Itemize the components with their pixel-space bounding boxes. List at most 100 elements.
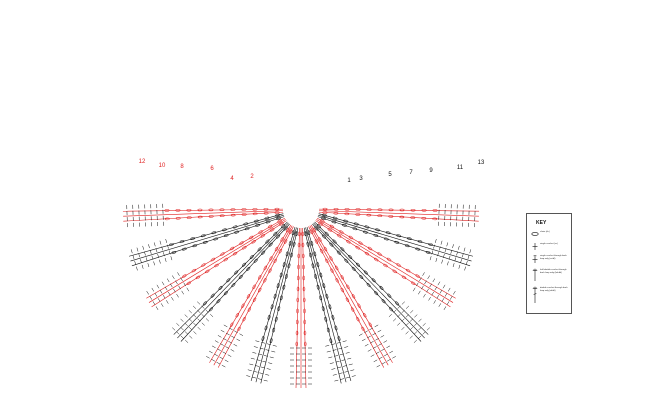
stitch-tick — [258, 353, 263, 356]
chain-stitch — [375, 228, 380, 232]
chain-stitch — [364, 225, 370, 229]
chain-stitch — [276, 234, 281, 239]
stitch-tick — [388, 313, 393, 318]
stitch-tick — [427, 275, 430, 280]
chain-stitch — [428, 243, 433, 246]
chain-stitch — [220, 252, 225, 256]
stitch-tick — [262, 360, 267, 363]
chain-stitch — [218, 286, 223, 290]
chain-stitch — [306, 241, 310, 247]
chain-stitch — [273, 293, 277, 299]
chain-stitch — [230, 208, 236, 211]
chain-stitch — [312, 227, 316, 233]
stitch-tick — [401, 309, 405, 314]
row-label-6: 6 — [210, 166, 214, 172]
hdc-back-loop-icon — [532, 268, 538, 281]
chain-stitch — [322, 211, 328, 214]
chain-stitch — [318, 222, 323, 226]
chain-stitch — [274, 316, 278, 322]
stitch-tick — [188, 310, 192, 314]
chain-stitch — [222, 228, 227, 232]
chain-stitch — [377, 252, 382, 256]
stitch-tick — [216, 361, 221, 365]
chain-stitch — [246, 266, 251, 271]
stitch-tick — [265, 349, 270, 351]
stitch-tick — [211, 359, 216, 362]
stitch-tick — [446, 242, 449, 247]
stitch-tick — [145, 257, 148, 262]
stitch-tick — [153, 242, 156, 247]
chain-stitch — [304, 231, 307, 237]
chain-stitch — [290, 252, 293, 258]
stitch-line — [308, 226, 385, 368]
chain-stitch — [314, 274, 317, 279]
stitch-tick — [405, 331, 409, 335]
stitch-tick — [351, 375, 356, 377]
chain-stitch — [234, 230, 240, 234]
chain-stitch — [210, 293, 215, 298]
chain-stitch — [320, 219, 325, 223]
chain-stitch — [209, 307, 213, 312]
stitch-tick — [164, 286, 168, 291]
stitch-tick — [424, 280, 427, 285]
chain-stitch — [297, 275, 300, 281]
chain-stitch — [388, 208, 394, 212]
stitch-tick — [441, 259, 443, 264]
stitch-tick — [434, 286, 438, 291]
chain-stitch — [235, 313, 239, 318]
chain-stitch — [219, 214, 225, 217]
key-label-dc-back-loop: double crochet through back loop only (d… — [540, 287, 568, 292]
chain-stitch — [263, 207, 269, 211]
chain-stitch — [229, 246, 235, 251]
stitch-tick — [340, 378, 345, 380]
chain-stitch — [208, 208, 214, 212]
stitch-tick — [422, 272, 425, 276]
stitch-tick — [370, 341, 374, 344]
chain-stitch — [186, 281, 191, 285]
chain-stitch — [214, 263, 219, 268]
chain-stitch — [309, 252, 312, 258]
stitch-tick — [205, 318, 210, 322]
stitch-tick — [176, 323, 180, 327]
chain-stitch — [223, 257, 229, 262]
stitch-tick — [452, 244, 454, 249]
stitch-tick — [436, 294, 440, 299]
chain-stitch — [186, 208, 192, 212]
stitch-tick — [434, 238, 437, 243]
stitch-tick — [412, 287, 416, 292]
stitch-tick — [397, 322, 401, 326]
chain-stitch — [335, 278, 339, 283]
stitch-tick — [208, 350, 213, 354]
chain-stitch — [359, 275, 364, 279]
chain-stitch — [303, 341, 307, 347]
chain-stitch — [345, 297, 350, 302]
chain-stitch — [344, 208, 350, 211]
chain-stitch — [297, 242, 301, 248]
chain-stitch — [328, 304, 332, 310]
chain-stitch — [247, 307, 252, 312]
chain-stitch — [202, 301, 207, 306]
chain-stitch — [321, 306, 325, 311]
stitch-tick — [386, 359, 391, 362]
stitch-tick — [166, 300, 169, 304]
stitch-tick — [223, 338, 227, 341]
chain-stitch — [334, 325, 338, 331]
stitch-line — [131, 216, 285, 267]
key-label-hdc-back-loop: half double crochet through back loop on… — [540, 269, 567, 274]
stitch-tick — [189, 335, 193, 339]
chain-stitch — [425, 251, 431, 254]
chain-stitch — [351, 266, 356, 271]
chain-stitch — [197, 215, 203, 219]
chain-stitch — [230, 213, 236, 217]
chain-stitch — [182, 274, 187, 278]
stitch-tick — [159, 259, 161, 264]
stitch-tick — [246, 375, 251, 377]
stitch-tick — [263, 355, 268, 357]
chain-stitch — [333, 211, 339, 215]
stitch-tick — [466, 260, 468, 265]
chain-stitch — [410, 216, 416, 219]
chain-stitch — [197, 208, 203, 212]
stitch-tick — [228, 341, 232, 344]
chain-stitch — [261, 336, 265, 341]
